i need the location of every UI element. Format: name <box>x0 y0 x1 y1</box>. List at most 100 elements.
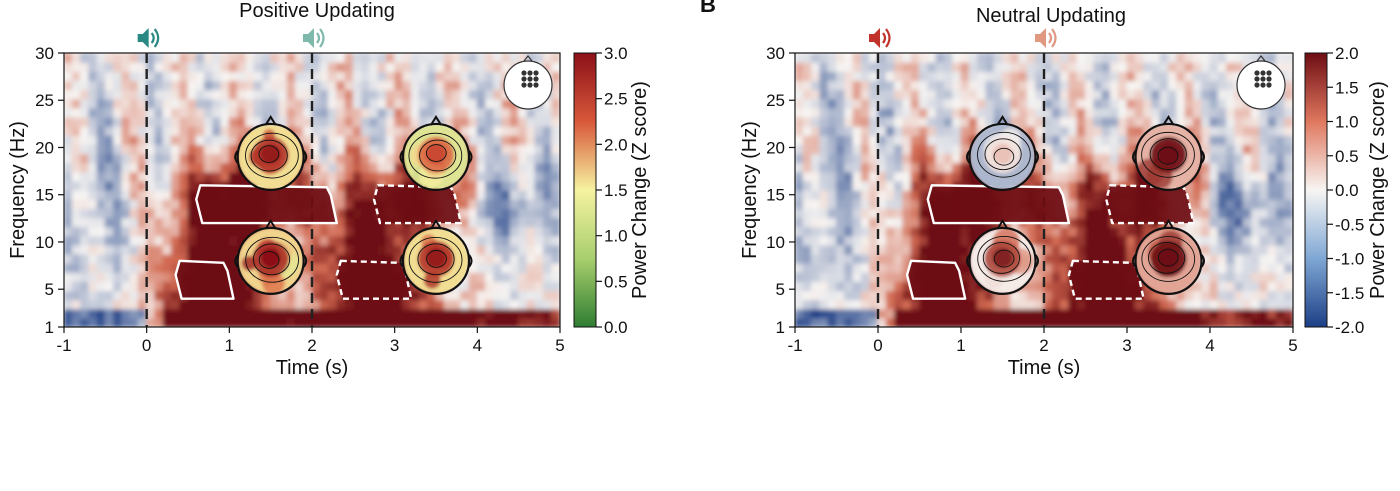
heatmap-cell <box>80 107 90 118</box>
heatmap-cell <box>501 98 512 109</box>
heatmap-cell <box>943 171 954 182</box>
heatmap-cell <box>1109 143 1120 155</box>
heatmap-cell <box>369 216 379 228</box>
heatmap-cell <box>836 299 846 310</box>
heatmap-cell <box>518 262 528 273</box>
heatmap-cell <box>295 70 305 82</box>
heatmap-cell <box>551 299 560 310</box>
heatmap-cell <box>369 70 379 82</box>
heatmap-cell <box>493 226 503 237</box>
heatmap-cell <box>121 207 131 219</box>
heatmap-cell <box>485 244 495 255</box>
heatmap-cell <box>137 253 148 264</box>
heatmap-cell <box>195 79 206 91</box>
heatmap-cell <box>204 162 214 173</box>
heatmap-cell <box>385 134 396 145</box>
heatmap-cell <box>303 271 313 282</box>
heatmap-cell <box>919 198 929 209</box>
heatmap-cell <box>534 107 545 118</box>
heatmap-cell <box>171 290 181 301</box>
heatmap-cell <box>352 162 363 173</box>
heatmap-cell <box>468 143 479 155</box>
heatmap-cell <box>476 253 487 264</box>
roi-outline <box>195 184 338 225</box>
heatmap-cell <box>927 171 937 182</box>
heatmap-cell <box>802 180 813 191</box>
heatmap-cell <box>104 198 115 209</box>
heatmap-cell <box>468 98 479 109</box>
heatmap-cell <box>1226 207 1236 219</box>
heatmap-cell <box>1201 235 1211 246</box>
heatmap-cell <box>869 262 879 273</box>
heatmap-cell <box>485 290 495 301</box>
heatmap-cell <box>121 89 131 100</box>
heatmap-cell <box>129 317 140 327</box>
heatmap-cell <box>1201 98 1211 109</box>
heatmap-cell <box>935 143 946 155</box>
heatmap-cell <box>228 61 239 72</box>
heatmap-cell <box>894 317 904 327</box>
heatmap-cell <box>1201 116 1211 127</box>
heatmap-cell <box>943 244 954 255</box>
heatmap-cell <box>286 308 297 319</box>
heatmap-cell <box>960 317 970 327</box>
heatmap-cell <box>1284 143 1293 155</box>
heatmap-cell <box>1085 207 1095 219</box>
heatmap-cell <box>485 70 495 82</box>
heatmap-cell <box>80 89 90 100</box>
heatmap-cell <box>1176 79 1186 91</box>
heatmap-cell <box>1002 53 1012 63</box>
heatmap-cell <box>894 262 904 273</box>
heatmap-cell <box>501 207 512 219</box>
heatmap-cell <box>1026 107 1037 118</box>
heatmap-cell <box>1234 226 1244 237</box>
heatmap-cell <box>1259 262 1269 273</box>
heatmap-cell <box>795 107 804 118</box>
heatmap-cell <box>836 226 846 237</box>
heatmap-cell <box>1076 244 1087 255</box>
topomap-beta-early <box>234 115 308 192</box>
heatmap-cell <box>919 244 929 255</box>
heatmap-cell <box>311 153 321 164</box>
heatmap-cell <box>121 271 131 282</box>
heatmap-cell <box>877 53 887 63</box>
heatmap-cell <box>802 189 813 200</box>
heatmap-cell <box>435 89 445 100</box>
heatmap-cell <box>113 290 123 301</box>
heatmap-cell <box>1134 308 1145 319</box>
heatmap-cell <box>237 89 247 100</box>
heatmap-cell <box>860 235 871 246</box>
heatmap-cell <box>328 180 338 191</box>
heatmap-cell <box>336 235 346 246</box>
heatmap-cell <box>377 61 388 72</box>
heatmap-cell <box>1284 262 1293 273</box>
heatmap-cell <box>468 207 479 219</box>
heatmap-cell <box>827 235 838 246</box>
y-tick-label: 30 <box>35 44 54 63</box>
heatmap-cell <box>1251 216 1261 228</box>
heatmap-cell <box>860 70 871 82</box>
heatmap-cell <box>993 107 1004 118</box>
heatmap-cell <box>493 216 503 228</box>
heatmap-cell <box>910 79 921 91</box>
heatmap-cell <box>952 143 962 155</box>
heatmap-cell <box>187 98 197 109</box>
heatmap-cell <box>64 61 73 72</box>
heatmap-cell <box>319 70 330 82</box>
heatmap-cell <box>1201 61 1211 72</box>
heatmap-cell <box>1168 79 1178 91</box>
heatmap-cell <box>795 308 804 319</box>
heatmap-cell <box>295 53 305 63</box>
heatmap-cell <box>460 70 470 82</box>
heatmap-cell <box>543 143 553 155</box>
heatmap-cell <box>154 216 164 228</box>
heatmap-cell <box>551 189 560 200</box>
heatmap-cell <box>1118 70 1128 82</box>
heatmap-cell <box>113 280 123 292</box>
heatmap-cell <box>146 98 156 109</box>
heatmap-cell <box>852 290 863 301</box>
heatmap-cell <box>1043 226 1053 237</box>
heatmap-cell <box>860 143 871 155</box>
heatmap-cell <box>1126 116 1136 127</box>
heatmap-cell <box>402 53 412 63</box>
